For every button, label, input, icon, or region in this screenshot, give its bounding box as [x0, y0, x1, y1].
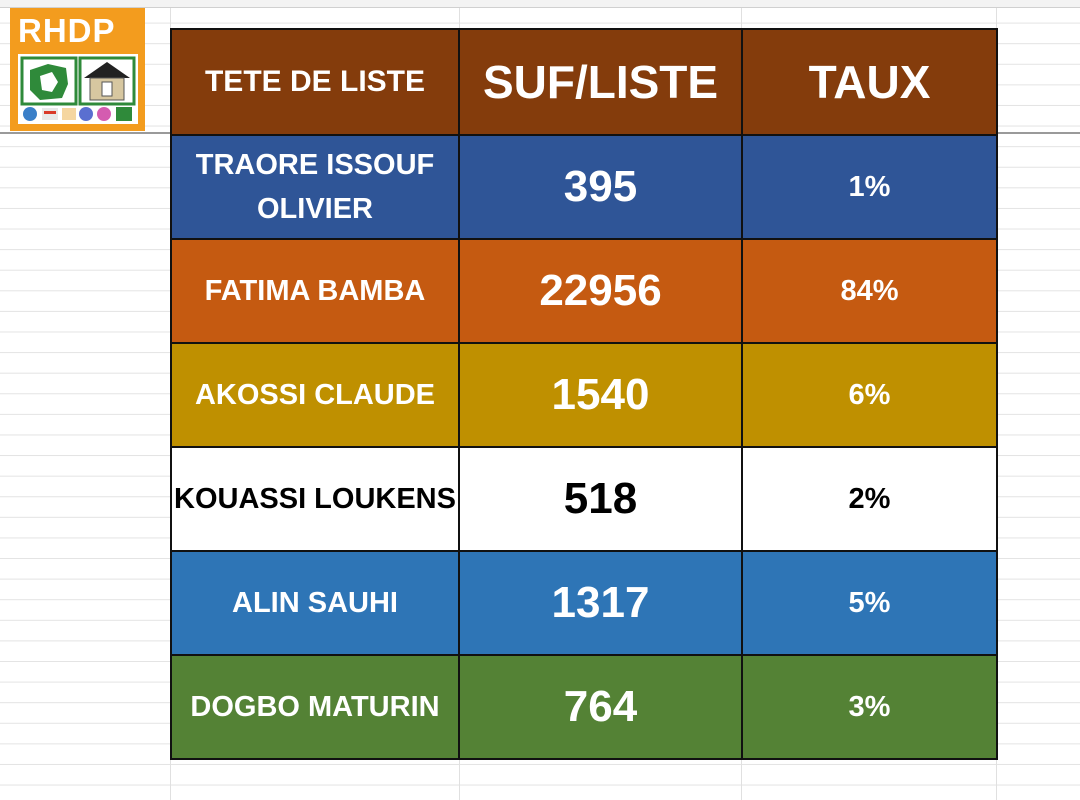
results-table: TETE DE LISTE SUF/LISTE TAUX TRAORE ISSO… — [170, 28, 998, 760]
header-tete-de-liste[interactable]: TETE DE LISTE — [170, 28, 460, 136]
header-taux[interactable]: TAUX — [741, 28, 998, 136]
table-header-row: TETE DE LISTE SUF/LISTE TAUX — [170, 28, 998, 136]
cell-rate[interactable]: 6% — [741, 342, 998, 448]
cell-rate[interactable]: 2% — [741, 446, 998, 552]
cell-votes[interactable]: 764 — [458, 654, 743, 760]
cell-votes[interactable]: 1317 — [458, 550, 743, 656]
cell-votes[interactable]: 518 — [458, 446, 743, 552]
logo-text: RHDP — [18, 12, 116, 49]
cell-votes[interactable]: 22956 — [458, 238, 743, 344]
logo-emblem — [18, 54, 138, 124]
cell-candidate-name[interactable]: TRAORE ISSOUF OLIVIER — [170, 134, 460, 240]
cell-candidate-name[interactable]: AKOSSI CLAUDE — [170, 342, 460, 448]
table-row: KOUASSI LOUKENS 518 2% — [170, 446, 998, 552]
cell-candidate-name[interactable]: ALIN SAUHI — [170, 550, 460, 656]
table-row: DOGBO MATURIN 764 3% — [170, 654, 998, 760]
cell-rate[interactable]: 1% — [741, 134, 998, 240]
rhdp-logo: RHDP — [10, 8, 145, 131]
cell-rate[interactable]: 3% — [741, 654, 998, 760]
cell-votes[interactable]: 1540 — [458, 342, 743, 448]
cell-rate[interactable]: 84% — [741, 238, 998, 344]
table-row: FATIMA BAMBA 22956 84% — [170, 238, 998, 344]
column-header-strip — [0, 0, 1080, 8]
cell-candidate-name[interactable]: KOUASSI LOUKENS — [170, 446, 460, 552]
table-row: AKOSSI CLAUDE 1540 6% — [170, 342, 998, 448]
cell-votes[interactable]: 395 — [458, 134, 743, 240]
cell-rate[interactable]: 5% — [741, 550, 998, 656]
cell-candidate-name[interactable]: FATIMA BAMBA — [170, 238, 460, 344]
cell-candidate-name[interactable]: DOGBO MATURIN — [170, 654, 460, 760]
header-suf-liste[interactable]: SUF/LISTE — [458, 28, 743, 136]
table-row: ALIN SAUHI 1317 5% — [170, 550, 998, 656]
table-row: TRAORE ISSOUF OLIVIER 395 1% — [170, 134, 998, 240]
